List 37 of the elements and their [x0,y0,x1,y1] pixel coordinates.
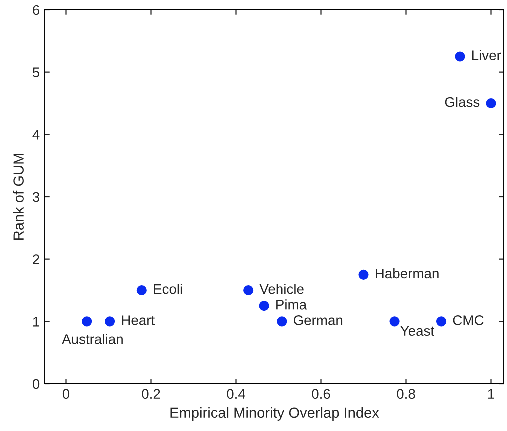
annotation: Vehicle [260,284,304,294]
point [82,316,92,327]
point [244,285,254,296]
x-tick-label: 1 [488,389,494,399]
y-axis-title: Rank of GUM [13,154,24,240]
x-tick-label: 0.4 [227,389,246,400]
x-tick-label: 0.8 [397,389,416,400]
point [436,316,447,327]
x-tick-label: 0 [62,389,70,400]
point [259,301,270,312]
point [455,52,466,62]
point [277,316,288,327]
annotation: Pima [276,300,308,310]
annotation: CMC [453,316,484,326]
y-tick-label: 4 [32,130,40,140]
y-tick-label: 0 [32,379,40,390]
y-tick-label: 6 [33,5,40,16]
y-tick-label: 1 [33,317,40,327]
annotation: Ecoli [154,284,182,294]
annotation: Heart [122,316,155,326]
annotation: Haberman [376,268,439,279]
annotation: Liver [472,50,502,60]
annotation: Australian [62,334,123,344]
annotation: German [294,316,343,326]
x-tick-label: 0.2 [142,389,160,400]
point [486,98,496,109]
point [136,285,147,296]
x-axis-title: Empirical Minority Overlap Index [170,407,380,421]
point [104,316,116,327]
annotation: Yeast [400,326,434,336]
annotation: Glass [445,97,480,108]
y-tick-label: 3 [32,192,40,202]
point [390,316,400,327]
point [358,270,369,280]
y-tick-label: 2 [33,254,40,264]
y-tick-label: 5 [32,68,40,78]
x-tick-label: 0.6 [312,389,330,400]
